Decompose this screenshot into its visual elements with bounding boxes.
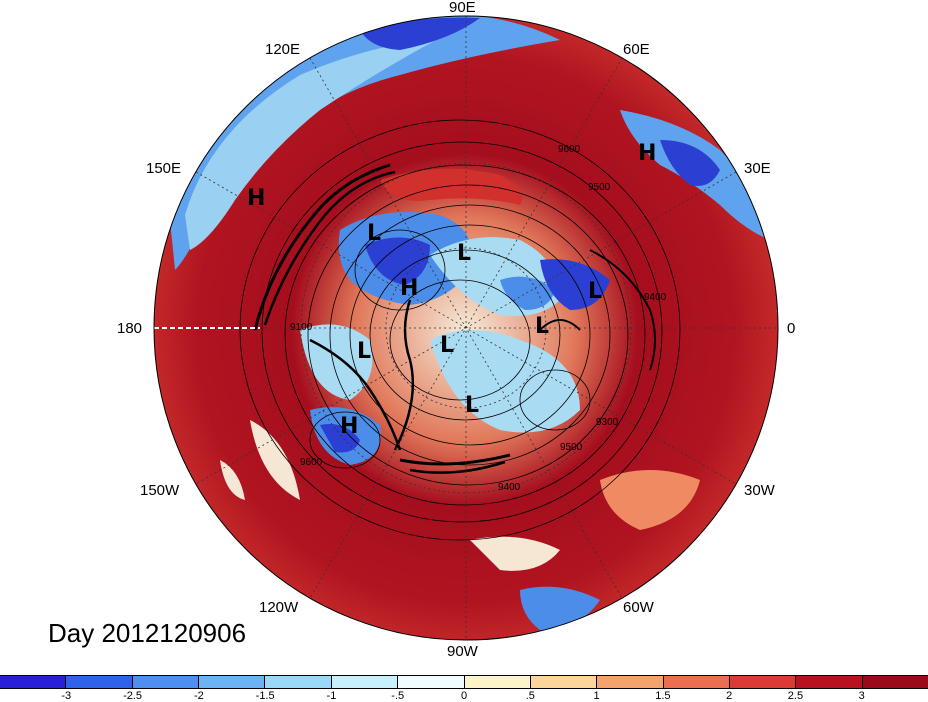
lon-label-60w: 60W bbox=[623, 599, 654, 616]
colorbar-tick-label: -1.5 bbox=[255, 690, 275, 702]
colorbar-segment bbox=[199, 676, 266, 688]
colorbar-tick-label: 1 bbox=[593, 690, 600, 702]
colorbar-tick-label: -2.5 bbox=[123, 690, 143, 702]
contour-label: 9500 bbox=[588, 182, 611, 193]
colorbar-segment bbox=[0, 676, 67, 688]
colorbar-tick-label: .5 bbox=[525, 690, 535, 702]
contour-label: 9600 bbox=[558, 144, 581, 155]
colorbar-segment bbox=[66, 676, 133, 688]
lon-label-120e: 120E bbox=[265, 41, 301, 58]
lon-label-30w: 30W bbox=[744, 482, 775, 499]
colorbar-segment bbox=[398, 676, 465, 688]
polar-stereographic-map: 9600 9500 9400 9100 9300 9500 9400 9600 … bbox=[153, 15, 779, 641]
low-center-pole: L bbox=[440, 333, 454, 358]
lon-label-60e: 60E bbox=[623, 41, 650, 58]
colorbar bbox=[0, 675, 928, 689]
colorbar-segment bbox=[530, 676, 598, 688]
low-center-greenland-sea: L bbox=[535, 314, 549, 339]
colorbar-tick-label: -2 bbox=[193, 690, 204, 702]
lon-label-120w: 120W bbox=[259, 599, 299, 616]
map-boundary bbox=[153, 15, 779, 641]
colorbar-tick-label: -3 bbox=[61, 690, 72, 702]
colorbar-segment bbox=[464, 676, 531, 688]
colorbar-segment bbox=[132, 676, 200, 688]
colorbar-tick-label: -.5 bbox=[391, 690, 405, 702]
colorbar-segment bbox=[663, 676, 730, 688]
colorbar-tick-label: 2.5 bbox=[787, 690, 804, 702]
contour-label: 9400 bbox=[644, 292, 667, 303]
low-center-beaufort: L bbox=[357, 339, 371, 364]
contour-label: 9600 bbox=[300, 457, 323, 468]
high-center-pacific: H bbox=[247, 186, 265, 211]
colorbar-segment bbox=[729, 676, 797, 688]
low-center-siberia: L bbox=[367, 221, 381, 246]
low-center-scandinavia: L bbox=[588, 279, 602, 304]
colorbar-segment bbox=[265, 676, 332, 688]
high-center-eurasia: H bbox=[638, 141, 656, 166]
lon-label-150w: 150W bbox=[140, 482, 180, 499]
colorbar-tick-label: -1 bbox=[326, 690, 337, 702]
colorbar-segment bbox=[597, 676, 664, 688]
low-center-arctic-east: L bbox=[457, 241, 471, 266]
high-center-alaska: H bbox=[340, 414, 358, 439]
lon-label-90e: 90E bbox=[449, 0, 476, 16]
contour-label: 9500 bbox=[560, 442, 583, 453]
contour-labels: 9600 9500 9400 9100 9300 9500 9400 9600 bbox=[290, 144, 667, 493]
lon-label-180: 180 bbox=[117, 320, 143, 337]
geopotential-contours bbox=[239, 119, 681, 541]
colorbar-tick-label: 3 bbox=[858, 690, 865, 702]
day-title: Day 2012120906 bbox=[48, 618, 247, 648]
colorbar-tick-label: 2 bbox=[726, 690, 733, 702]
lon-label-30e: 30E bbox=[744, 160, 771, 177]
lon-label-90w: 90W bbox=[447, 643, 478, 660]
high-center-arctic: H bbox=[400, 276, 418, 301]
colorbar-tick-label: 0 bbox=[460, 690, 468, 702]
lon-label-150e: 150E bbox=[146, 160, 182, 177]
contour-label: 9300 bbox=[596, 417, 619, 428]
graticule bbox=[154, 16, 778, 640]
contour-label: 9400 bbox=[498, 482, 521, 493]
colorbar-segment bbox=[862, 676, 928, 688]
colorbar-tick-label: 1.5 bbox=[655, 690, 671, 702]
low-center-hudson: L bbox=[465, 393, 479, 418]
colorbar-segment bbox=[796, 676, 863, 688]
lon-label-0: 0 bbox=[787, 320, 796, 337]
contour-label: 9100 bbox=[290, 322, 313, 333]
colorbar-segment bbox=[331, 676, 399, 688]
pressure-centers: H H L L H L L L L L H bbox=[247, 141, 656, 439]
